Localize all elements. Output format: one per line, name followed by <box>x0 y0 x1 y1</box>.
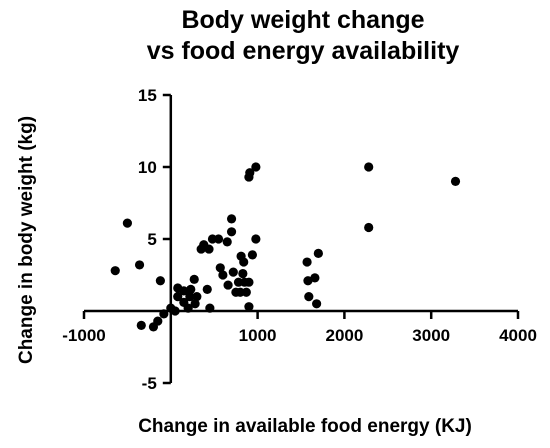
data-points <box>110 162 461 332</box>
chart-title-line-2: vs food energy availability <box>147 37 460 65</box>
data-point <box>239 257 249 267</box>
data-point <box>185 292 195 302</box>
y-tick-label: -5 <box>142 374 157 393</box>
data-point <box>179 286 189 296</box>
x-tick-label: 3000 <box>412 326 450 345</box>
data-point <box>134 260 145 270</box>
data-point <box>364 162 374 172</box>
data-point <box>122 218 132 228</box>
data-point <box>450 176 461 186</box>
data-point <box>213 234 224 244</box>
data-point <box>228 267 238 277</box>
data-point <box>136 320 146 330</box>
data-point <box>247 250 257 260</box>
y-axis-label: Change in body weight (kg) <box>16 116 37 364</box>
data-point <box>304 292 314 302</box>
data-point <box>192 292 202 302</box>
y-tick-label: 10 <box>138 158 157 177</box>
data-point <box>205 303 215 313</box>
x-tick-label: 1000 <box>239 326 277 345</box>
data-point <box>313 248 323 258</box>
x-tick-label: 2000 <box>325 326 363 345</box>
data-point <box>302 257 312 267</box>
data-point <box>173 292 183 302</box>
data-point <box>310 273 320 283</box>
data-point <box>251 234 261 244</box>
data-point <box>202 284 212 294</box>
data-point <box>218 270 228 280</box>
data-point <box>153 316 163 326</box>
data-point <box>251 162 261 172</box>
x-tick-label: -1000 <box>62 326 105 345</box>
y-tick-label: 5 <box>147 230 156 249</box>
y-tick-label: 15 <box>138 86 157 105</box>
data-point <box>226 214 237 224</box>
data-point <box>303 276 313 286</box>
x-axis-label: Change in available food energy (KJ) <box>138 416 472 437</box>
data-point <box>241 287 251 297</box>
data-point <box>204 244 214 254</box>
data-point <box>110 266 120 276</box>
data-point <box>222 237 232 247</box>
data-point <box>312 299 322 309</box>
data-point <box>155 276 165 286</box>
chart-title-line-1: Body weight change <box>181 6 424 34</box>
x-tick-label: 4000 <box>499 326 537 345</box>
data-point <box>223 280 233 290</box>
data-point <box>170 306 180 316</box>
data-point <box>245 168 255 178</box>
data-point <box>244 277 254 287</box>
data-point <box>238 268 248 279</box>
data-point <box>159 309 169 319</box>
data-point <box>189 274 199 284</box>
ticks: -1000 1000 2000 3000 4000 -5 5 10 15 <box>62 86 537 393</box>
data-point <box>215 263 225 273</box>
data-point <box>183 303 193 313</box>
data-point <box>244 302 254 312</box>
data-point <box>364 222 374 233</box>
data-point <box>186 284 196 294</box>
data-point <box>226 227 237 237</box>
data-point <box>190 299 200 309</box>
